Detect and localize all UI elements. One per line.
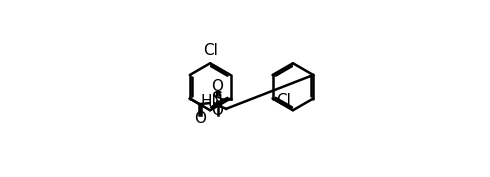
Text: O: O xyxy=(211,103,223,118)
Text: Cl: Cl xyxy=(203,43,218,58)
Text: O: O xyxy=(195,111,206,126)
Text: O: O xyxy=(211,79,223,94)
Text: S: S xyxy=(212,90,223,107)
Text: Cl: Cl xyxy=(276,93,291,108)
Text: HN: HN xyxy=(200,94,223,109)
